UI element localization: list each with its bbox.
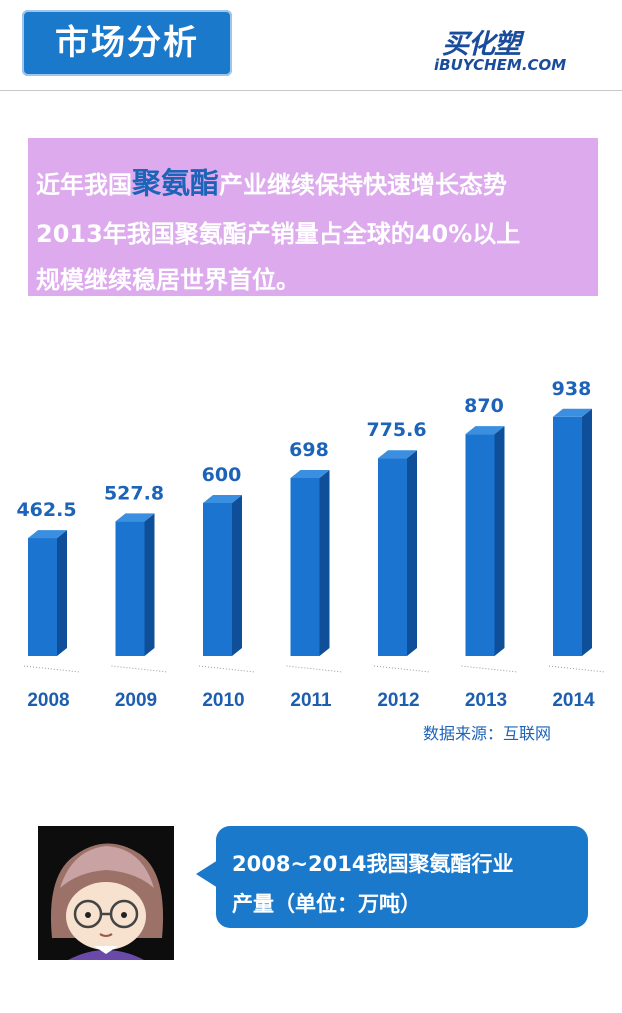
- bar-top: [28, 530, 67, 539]
- category-label: 2014: [552, 690, 595, 711]
- bar: [115, 521, 145, 656]
- cartoon-avatar: [38, 826, 174, 960]
- axis-tick-segment: [548, 665, 606, 673]
- data-label: 698: [289, 439, 329, 461]
- section-title: 市场分析: [22, 10, 232, 76]
- bar: [28, 538, 57, 656]
- bar-top: [203, 495, 242, 503]
- bar-side: [319, 470, 330, 656]
- bubble-line-2: 产量（单位：万吨）: [232, 892, 421, 916]
- intro-highlight: 聚氨酯: [132, 166, 220, 200]
- bar-top: [465, 426, 505, 435]
- category-label: 2011: [290, 690, 332, 711]
- bar-side: [494, 426, 505, 656]
- speech-bubble: 2008~2014我国聚氨酯行业 产量（单位：万吨）: [216, 826, 588, 928]
- bar-group: 527.8 2009: [104, 482, 164, 711]
- category-label: 2008: [27, 690, 69, 711]
- category-label: 2013: [465, 690, 507, 711]
- category-label: 2009: [115, 690, 157, 711]
- data-label: 938: [552, 378, 592, 400]
- data-label: 462.5: [16, 499, 76, 521]
- production-bar-chart: 462.5 2008 527.8 2009 600 2010 698 2011 775.6 201…: [16, 378, 606, 711]
- avatar-illustration: [38, 826, 174, 960]
- bar-group: 938 2014: [552, 378, 595, 711]
- axis-tick-segment: [286, 665, 343, 673]
- intro-line-1: 近年我国聚氨酯产业继续保持快速增长态势: [36, 160, 507, 202]
- bubble-line-1: 2008~2014我国聚氨酯行业: [232, 852, 514, 876]
- bar: [553, 416, 582, 656]
- intro-line-1-post: 产业继续保持快速增长态势: [219, 171, 508, 199]
- header-divider: [0, 90, 622, 91]
- bar: [378, 458, 407, 656]
- data-label: 527.8: [104, 482, 164, 504]
- category-label: 2012: [377, 690, 419, 711]
- bar-top: [290, 470, 330, 479]
- bar: [203, 503, 232, 656]
- bar-side: [232, 495, 242, 656]
- data-label: 600: [202, 464, 242, 486]
- axis-tick-segment: [23, 665, 81, 673]
- bar-top: [378, 450, 417, 459]
- intro-line-2: 2013年我国聚氨酯产销量占全球的40%以上: [36, 220, 521, 248]
- speech-bubble-tail: [196, 860, 218, 888]
- bar-top: [553, 408, 592, 417]
- logo-chinese: 买化塑: [442, 29, 521, 60]
- data-label: 775.6: [366, 419, 426, 441]
- intro-line-1-pre: 近年我国: [36, 171, 132, 199]
- bar-side: [407, 450, 417, 656]
- bar-group: 600 2010: [202, 464, 245, 711]
- bar-group: 462.5 2008: [16, 499, 76, 711]
- axis-tick-segment: [198, 665, 256, 673]
- bar-side: [57, 530, 67, 656]
- category-label: 2010: [202, 690, 244, 711]
- bar-side: [582, 408, 592, 656]
- bar-group: 870 2013: [464, 395, 507, 711]
- brand-logo[interactable]: 买化塑 iBUYCHEM.COM: [418, 22, 598, 82]
- logo-english: iBUYCHEM.COM: [434, 56, 567, 74]
- bar-group: 775.6 2012: [366, 419, 426, 711]
- axis-tick-segment: [111, 665, 168, 673]
- axis-tick-segment: [461, 665, 518, 673]
- intro-line-3: 规模继续稳居世界首位。: [36, 266, 300, 294]
- bar-group: 698 2011: [289, 439, 332, 711]
- bar-side: [144, 513, 155, 656]
- intro-box: 近年我国聚氨酯产业继续保持快速增长态势 2013年我国聚氨酯产销量占全球的40%…: [28, 138, 598, 296]
- data-label: 870: [464, 395, 504, 417]
- bar: [465, 434, 495, 656]
- axis-tick-segment: [373, 665, 431, 673]
- bar: [290, 478, 320, 656]
- bar-top: [115, 513, 155, 522]
- data-source: 数据来源：互联网: [423, 724, 552, 743]
